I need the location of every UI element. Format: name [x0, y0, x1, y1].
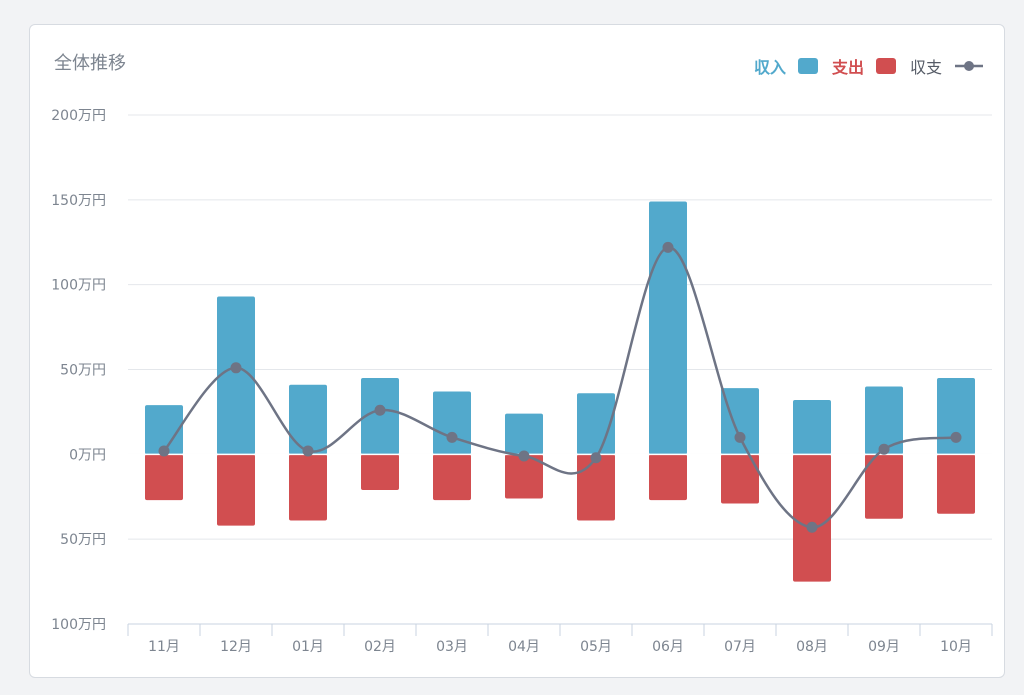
x-tick-label: 08月 [796, 639, 828, 655]
legend-item-expense[interactable]: 支出 [832, 54, 896, 78]
expense-bar [505, 454, 543, 499]
x-tick-label: 02月 [364, 639, 396, 655]
balance-point [518, 450, 530, 462]
legend-item-income[interactable]: 収入 [754, 54, 818, 78]
income-bar [289, 384, 327, 455]
expense-bar [217, 454, 255, 526]
balance-point [590, 452, 602, 464]
balance-point [374, 404, 386, 416]
legend-swatch-expense [875, 58, 896, 74]
y-tick-label: 100万円 [51, 617, 106, 633]
legend-label-expense: 支出 [831, 58, 864, 77]
x-tick-label: 04月 [508, 639, 540, 655]
balance-point [158, 445, 170, 457]
income-bar [649, 201, 687, 455]
y-tick-label: 50万円 [60, 532, 106, 548]
card-title: 全体推移 [54, 53, 126, 74]
income-bar [145, 405, 183, 455]
income-bar [793, 400, 831, 455]
x-tick-label: 12月 [220, 639, 252, 655]
x-tick-label: 07月 [724, 639, 756, 655]
expense-bar [649, 454, 687, 501]
x-tick-label: 01月 [292, 639, 324, 655]
legend-swatch-income [797, 58, 818, 74]
balance-line [163, 246, 957, 529]
x-tick-label: 09月 [868, 639, 900, 655]
x-tick-label: 05月 [580, 639, 612, 655]
y-tick-label: 100万円 [51, 278, 106, 294]
income-bar [433, 391, 471, 455]
balance-point [446, 431, 458, 443]
expense-bar [577, 454, 615, 521]
income-bar [937, 377, 975, 455]
balance-point [806, 521, 818, 533]
chart-plot: 200万円 150万円 100万円 50万円 0万円 50万円 100万円 11月 12月 01月… [51, 108, 993, 655]
income-bar [865, 386, 903, 455]
y-tick-label: 0万円 [69, 447, 106, 463]
y-tick-label: 150万円 [51, 193, 106, 209]
expense-bar [289, 454, 327, 521]
balance-point [230, 362, 242, 374]
balance-point [734, 431, 746, 443]
expense-bar [433, 454, 471, 501]
y-tick-label: 50万円 [60, 363, 106, 379]
income-bar [361, 377, 399, 455]
chart-legend: 収入 支出 収支 [740, 54, 984, 78]
x-tick-label: 03月 [436, 639, 468, 655]
income-bar [217, 296, 255, 455]
x-tick-label: 11月 [148, 639, 180, 655]
y-tick-label: 200万円 [51, 108, 106, 124]
income-bar [721, 388, 759, 455]
x-tick-label: 10月 [940, 639, 972, 655]
legend-item-balance[interactable]: 収支 [910, 54, 984, 78]
expense-bar [865, 454, 903, 519]
balance-point [662, 241, 674, 253]
legend-label-income: 収入 [753, 58, 786, 77]
legend-line-balance-icon [955, 61, 983, 71]
expense-bar [145, 454, 183, 501]
balance-point [878, 443, 890, 455]
income-bar [505, 413, 543, 455]
balance-point [302, 445, 314, 457]
legend-label-balance: 収支 [909, 58, 942, 77]
expense-bar [937, 454, 975, 514]
expense-bar [721, 454, 759, 504]
expense-bar [793, 454, 831, 582]
balance-point [950, 431, 962, 443]
chart-card: 全体推移 収入 支出 収支 200万円 150万円 100万円 50万円 0万円 50万円… [29, 24, 1005, 678]
expense-bar [361, 454, 399, 490]
x-tick-label: 06月 [652, 639, 684, 655]
